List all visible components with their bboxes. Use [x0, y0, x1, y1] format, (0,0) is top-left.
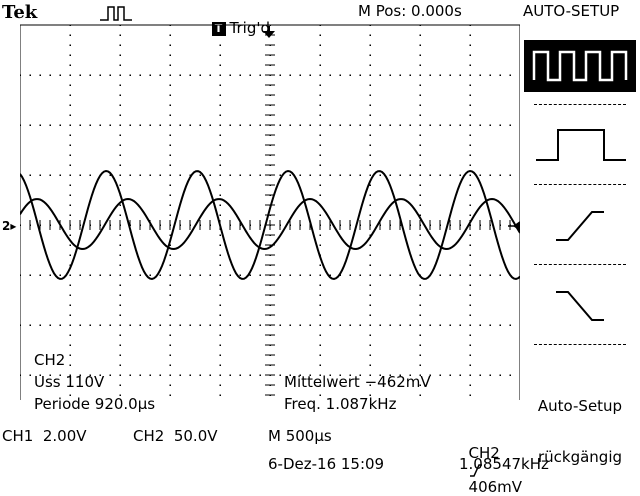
falling-edge-icon: [556, 291, 604, 321]
rising-edge-icon: [556, 211, 604, 241]
measurement-period: Periode 920.0µs: [34, 395, 156, 413]
undo-autosetup-button[interactable]: Auto-Setup rückgängig: [524, 364, 636, 483]
trigger-level: 406mV: [468, 478, 523, 496]
measurement-channel: CH2: [34, 351, 66, 369]
measurement-mean: Mittelwert −462mV: [284, 373, 431, 391]
acquire-pulse-icon: [100, 6, 132, 21]
undo-line1: Auto-Setup: [537, 397, 623, 415]
measurement-freq: Freq. 1.087kHz: [284, 395, 397, 413]
ch1-trace: [20, 169, 520, 281]
menu-divider: [534, 344, 626, 345]
trigger-source: CH2: [468, 444, 500, 462]
ch2-trace: [20, 197, 520, 251]
menu-item-square-wave[interactable]: [524, 40, 636, 92]
menu-divider: [534, 104, 626, 105]
menu-divider: [534, 264, 626, 265]
rising-slope-icon: [469, 464, 482, 477]
brand-logo: Tek: [2, 2, 38, 23]
frequency-counter: 1.08547kHz: [459, 455, 549, 473]
ch-marker-label: 2: [2, 219, 11, 233]
graticule-border: [20, 24, 520, 400]
single-pulse-icon: [536, 129, 626, 161]
timebase: M 500µs: [268, 427, 332, 445]
measurement-vpp: Uss 110V: [34, 373, 105, 391]
trigger-status-label: Trig'd: [229, 19, 271, 37]
ch1-scale: CH1 2.00V: [2, 427, 87, 445]
undo-line2: rückgängig: [537, 448, 623, 466]
menu-item-single-pulse[interactable]: [524, 118, 636, 170]
ch-marker-arrow-icon: ▸: [10, 219, 17, 233]
date-time: 6-Dez-16 15:09: [268, 455, 385, 473]
ch2-scale: CH2 50.0V: [133, 427, 218, 445]
ch2-ground-marker[interactable]: 2▸: [2, 219, 16, 233]
square-wave-icon: [532, 50, 628, 82]
horizontal-position: M Pos: 0.000s: [358, 2, 462, 20]
graticule-grid: [20, 24, 520, 396]
menu-item-falling-edge[interactable]: [524, 280, 636, 332]
menu-divider: [534, 184, 626, 185]
menu-item-rising-edge[interactable]: [524, 200, 636, 252]
menu-title: AUTO-SETUP: [523, 2, 620, 20]
waveform-display[interactable]: [20, 0, 520, 400]
trigger-level-marker[interactable]: [508, 220, 520, 232]
